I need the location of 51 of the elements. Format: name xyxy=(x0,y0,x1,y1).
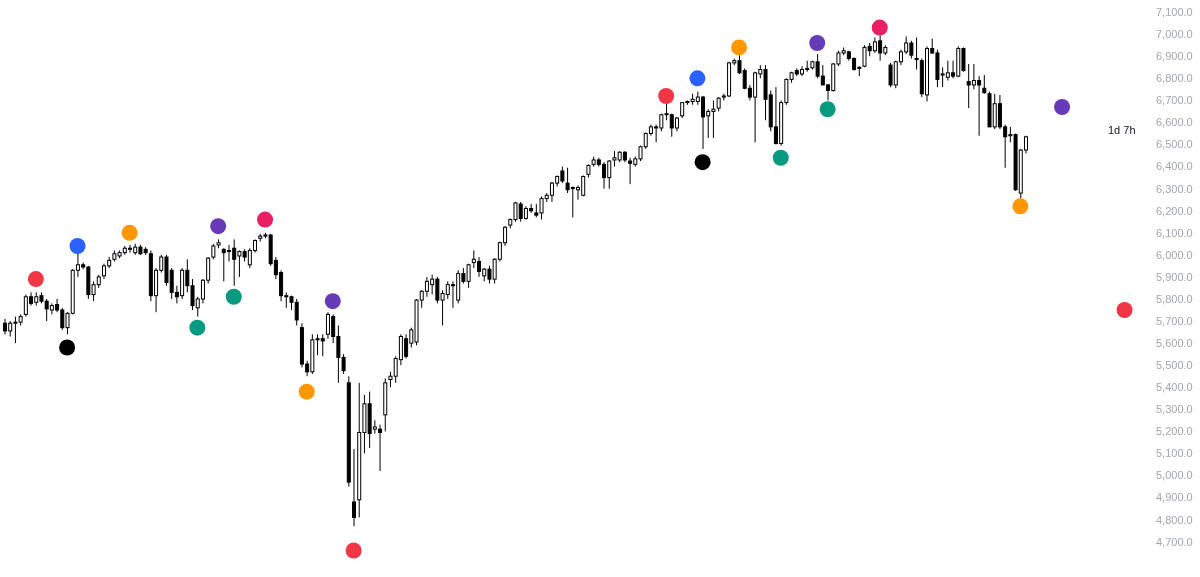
y-tick-label: 6,800.0 xyxy=(1156,72,1193,85)
y-tick-label: 6,200.0 xyxy=(1156,204,1193,217)
y-tick-label: 5,700.0 xyxy=(1156,314,1193,327)
point xyxy=(298,383,315,400)
point xyxy=(658,87,675,104)
y-tick-label: 6,400.0 xyxy=(1156,160,1193,173)
point xyxy=(69,238,86,255)
y-tick-label: 5,100.0 xyxy=(1156,447,1193,460)
y-tick-label: 6,000.0 xyxy=(1156,248,1193,261)
y-tick-label: 4,900.0 xyxy=(1156,491,1193,504)
point xyxy=(121,224,138,241)
y-tick-label: 7,000.0 xyxy=(1156,28,1193,41)
y-tick-label: 5,800.0 xyxy=(1156,292,1193,305)
y-tick-label: 6,500.0 xyxy=(1156,138,1193,151)
point xyxy=(210,218,227,235)
point xyxy=(1054,99,1071,116)
point xyxy=(27,271,44,288)
y-tick-label: 5,900.0 xyxy=(1156,270,1193,283)
candlestick xyxy=(982,74,987,95)
y-tick-label: 5,600.0 xyxy=(1156,337,1193,350)
point xyxy=(1116,302,1133,319)
y-tick-label: 6,900.0 xyxy=(1156,50,1193,63)
y-tick-label: 5,200.0 xyxy=(1156,425,1193,438)
point xyxy=(871,19,888,36)
point xyxy=(189,319,206,336)
point xyxy=(1012,198,1029,215)
y-tick-label: 6,700.0 xyxy=(1156,94,1193,107)
y-tick-label: 6,100.0 xyxy=(1156,226,1193,239)
y-tick-label: 4,800.0 xyxy=(1156,513,1193,526)
y-tick-label: 4,700.0 xyxy=(1156,535,1193,548)
y-tick-label: 5,500.0 xyxy=(1156,359,1193,372)
y-tick-label: 5,300.0 xyxy=(1156,403,1193,416)
annotation: 1d 7h xyxy=(1108,124,1136,136)
point xyxy=(324,293,341,310)
y-tick-label: 5,000.0 xyxy=(1156,469,1193,482)
point xyxy=(689,70,706,87)
y-tick-label: 7,100.0 xyxy=(1156,6,1193,19)
point xyxy=(59,339,76,356)
point xyxy=(772,149,789,166)
point xyxy=(694,154,711,171)
point xyxy=(731,39,748,56)
y-tick-label: 6,600.0 xyxy=(1156,116,1193,129)
y-tick-label: 5,400.0 xyxy=(1156,381,1193,394)
point xyxy=(257,211,274,228)
point xyxy=(225,288,242,305)
point xyxy=(809,35,826,52)
y-tick-label: 6,300.0 xyxy=(1156,182,1193,195)
candlestick xyxy=(914,37,919,70)
point xyxy=(345,542,362,559)
candlestick xyxy=(352,448,357,527)
point xyxy=(819,101,836,118)
